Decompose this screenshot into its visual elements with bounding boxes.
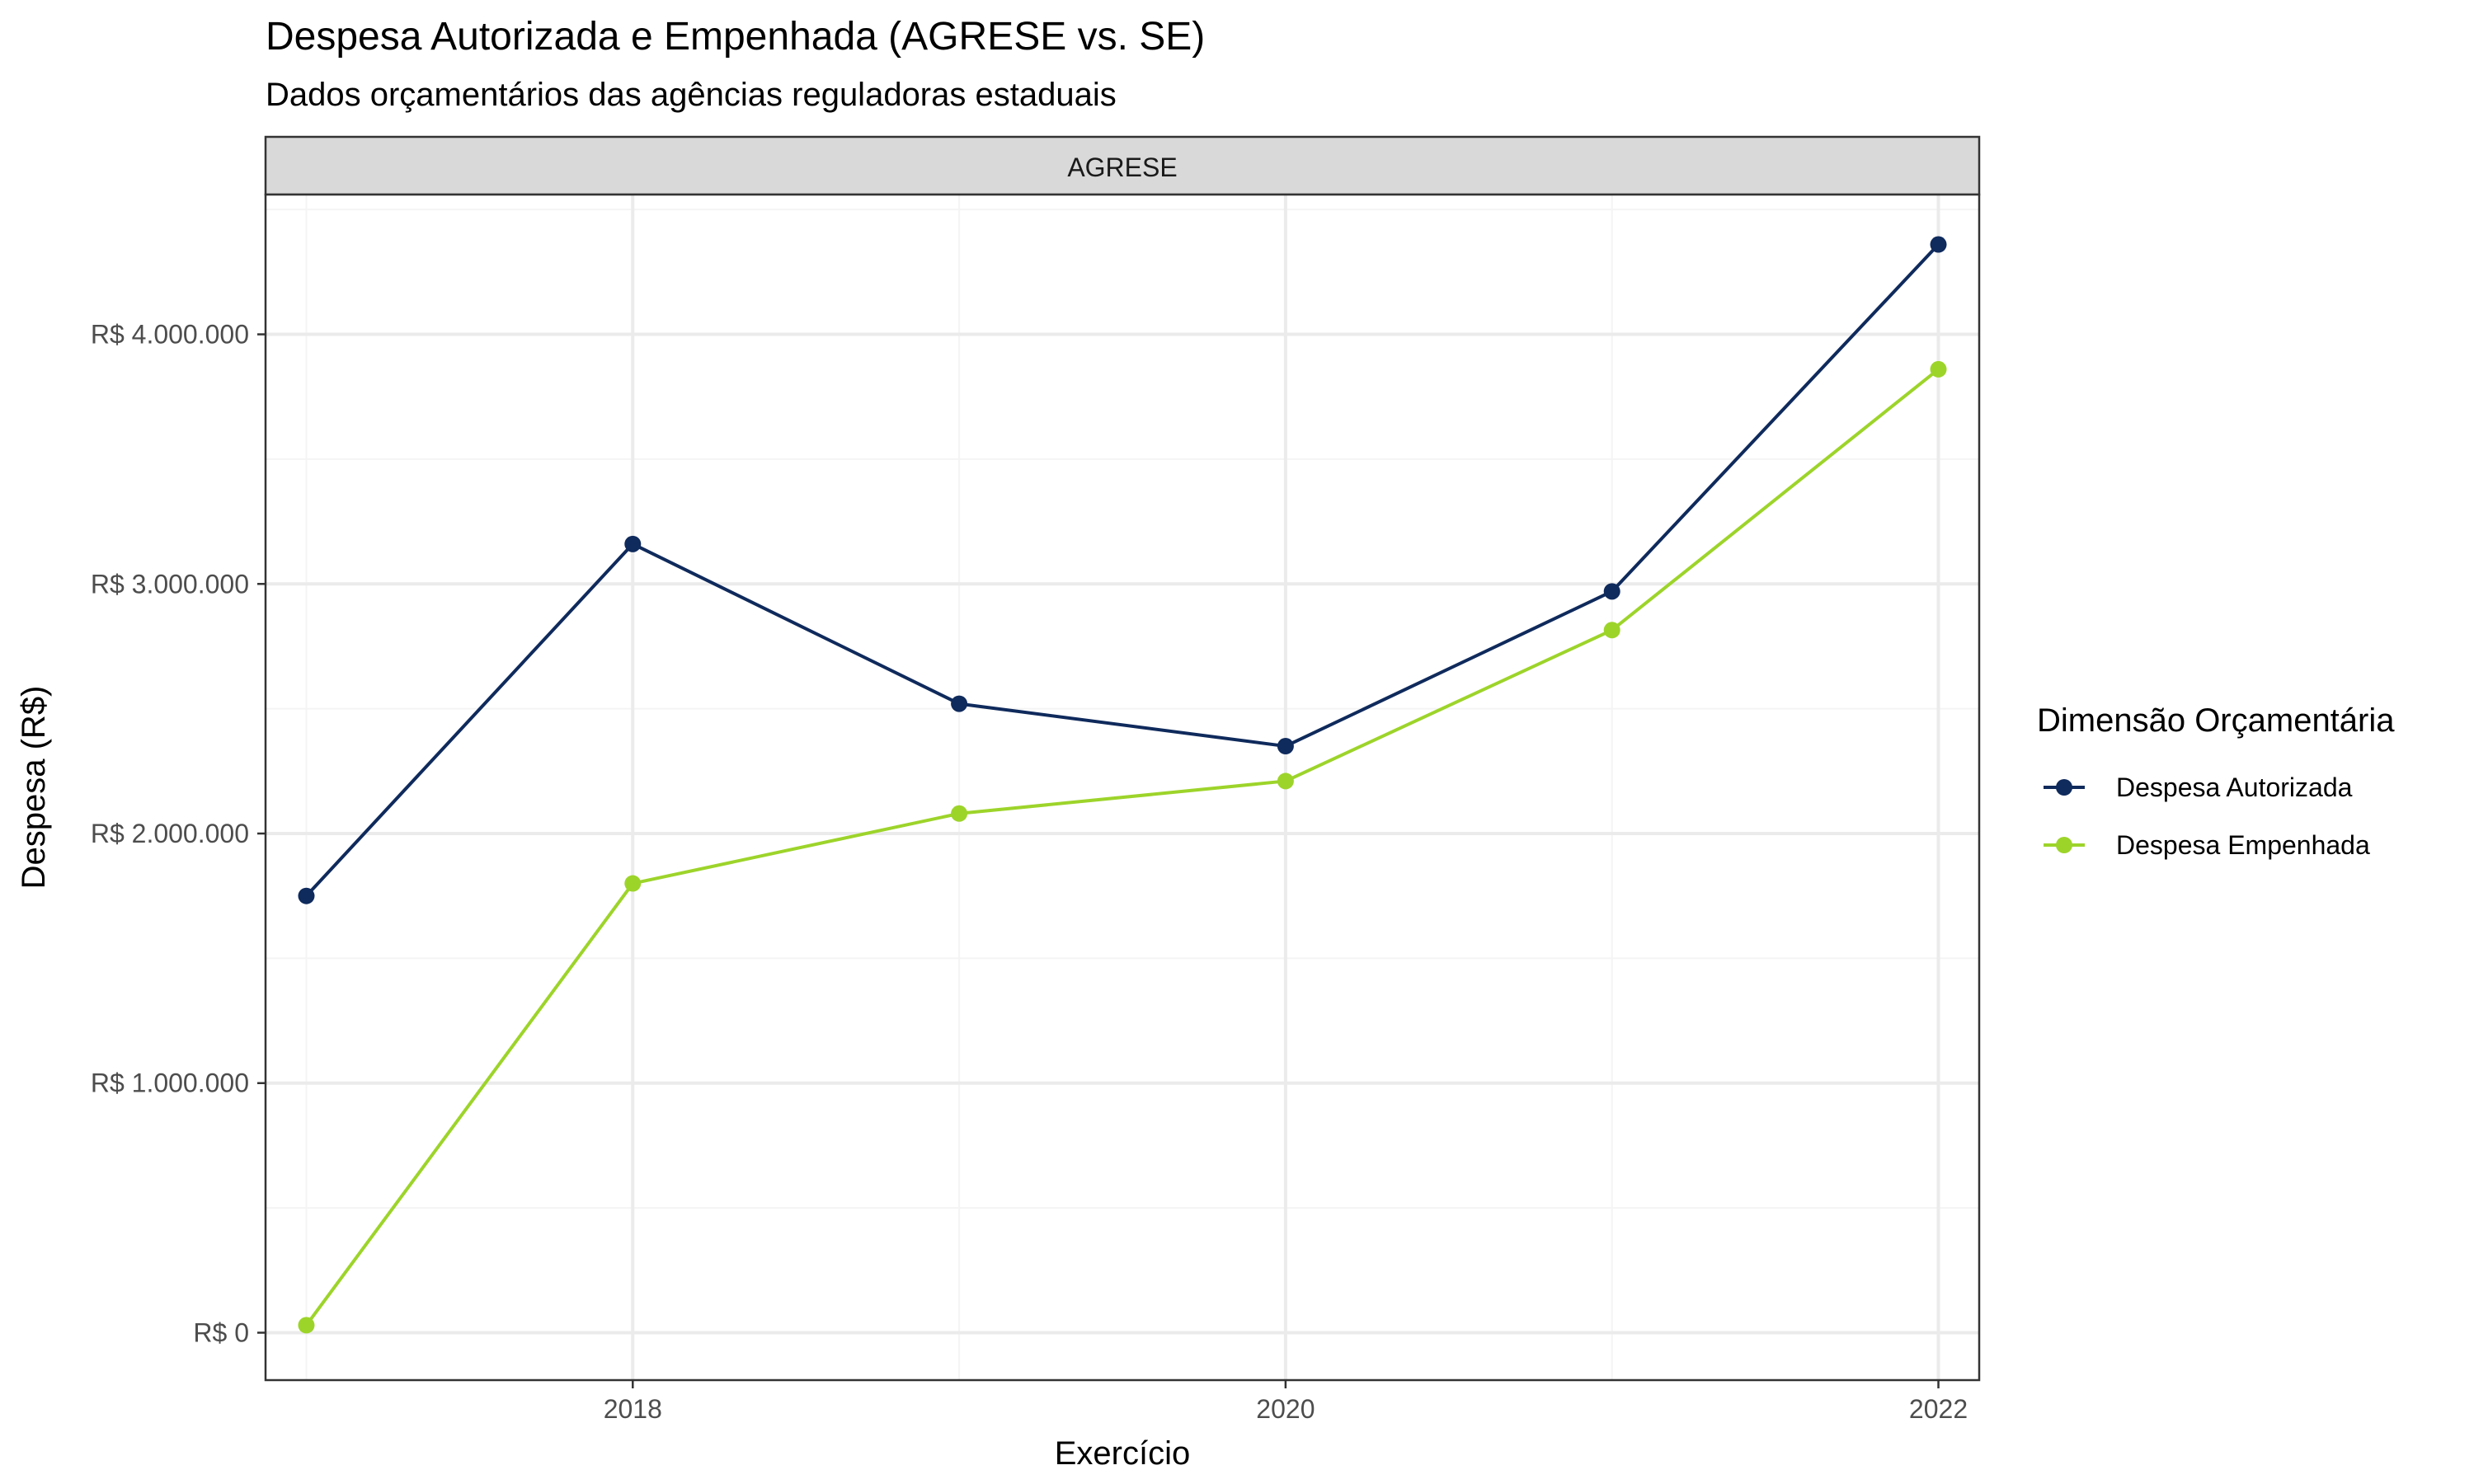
- legend-items: Despesa Autorizada Despesa Empenhada: [2044, 773, 2370, 860]
- series-line-despesa-autorizada: [305, 243, 1940, 898]
- facet-strip: AGRESE: [264, 135, 1981, 196]
- facet-strip-label: AGRESE: [1067, 153, 1177, 182]
- legend: Dimensão Orçamentária Despesa Autorizada…: [2037, 702, 2395, 860]
- y-tick-label: R$ 3.000.000: [91, 569, 249, 599]
- data-point-despesa-empenhada: [1930, 360, 1947, 378]
- y-tick-label: R$ 0: [193, 1317, 249, 1347]
- legend-item-despesa-autorizada: Despesa Autorizada: [2044, 773, 2353, 802]
- series-line-despesa-empenhada: [304, 368, 1940, 1327]
- data-point-despesa-empenhada: [298, 1317, 315, 1334]
- y-tick-label: R$ 2.000.000: [91, 819, 249, 848]
- grid-major: [266, 195, 1979, 1380]
- grid-minor: [266, 195, 1979, 1380]
- legend-title: Dimensão Orçamentária: [2037, 702, 2395, 739]
- data-point-despesa-autorizada: [1603, 583, 1620, 600]
- plot-panel: [264, 193, 1981, 1382]
- x-tick-label: 2018: [604, 1394, 662, 1424]
- facet-strip-background: [264, 135, 1981, 196]
- data-point-despesa-autorizada: [1930, 236, 1947, 253]
- legend-label: Despesa Empenhada: [2116, 830, 2370, 860]
- data-point-despesa-autorizada: [298, 887, 315, 904]
- data-point-despesa-empenhada: [1603, 622, 1620, 639]
- y-tick-label: R$ 4.000.000: [91, 320, 249, 350]
- y-axis-label: Despesa (R$): [16, 686, 52, 890]
- data-point-despesa-autorizada: [951, 695, 968, 712]
- legend-item-despesa-empenhada: Despesa Empenhada: [2044, 830, 2370, 860]
- data-point-despesa-autorizada: [1277, 738, 1294, 755]
- legend-key-point: [2056, 779, 2072, 796]
- series-lines: [304, 243, 1940, 1327]
- chart-title: Despesa Autorizada e Empenhada (AGRESE v…: [266, 15, 1205, 59]
- y-tick-label: R$ 1.000.000: [91, 1068, 249, 1098]
- legend-label: Despesa Autorizada: [2116, 773, 2353, 802]
- panel-border: [264, 193, 1981, 1382]
- data-point-despesa-empenhada: [624, 875, 642, 892]
- series-points: [298, 236, 1947, 1334]
- legend-key-point: [2056, 837, 2072, 853]
- x-tick-label: 2022: [1909, 1394, 1968, 1424]
- data-point-despesa-autorizada: [624, 535, 642, 552]
- y-axis: R$ 0 R$ 1.000.000 R$ 2.000.000 R$ 3.000.000…: [91, 320, 266, 1347]
- chart-subtitle: Dados orçamentários das agências regulad…: [266, 77, 1117, 113]
- x-tick-label: 2020: [1256, 1394, 1315, 1424]
- panel-background: [266, 195, 1979, 1380]
- data-point-despesa-empenhada: [951, 805, 968, 822]
- data-point-despesa-empenhada: [1277, 773, 1294, 790]
- x-axis-label: Exercício: [1055, 1435, 1191, 1472]
- x-axis: 2018 2020 2022: [604, 1380, 1968, 1424]
